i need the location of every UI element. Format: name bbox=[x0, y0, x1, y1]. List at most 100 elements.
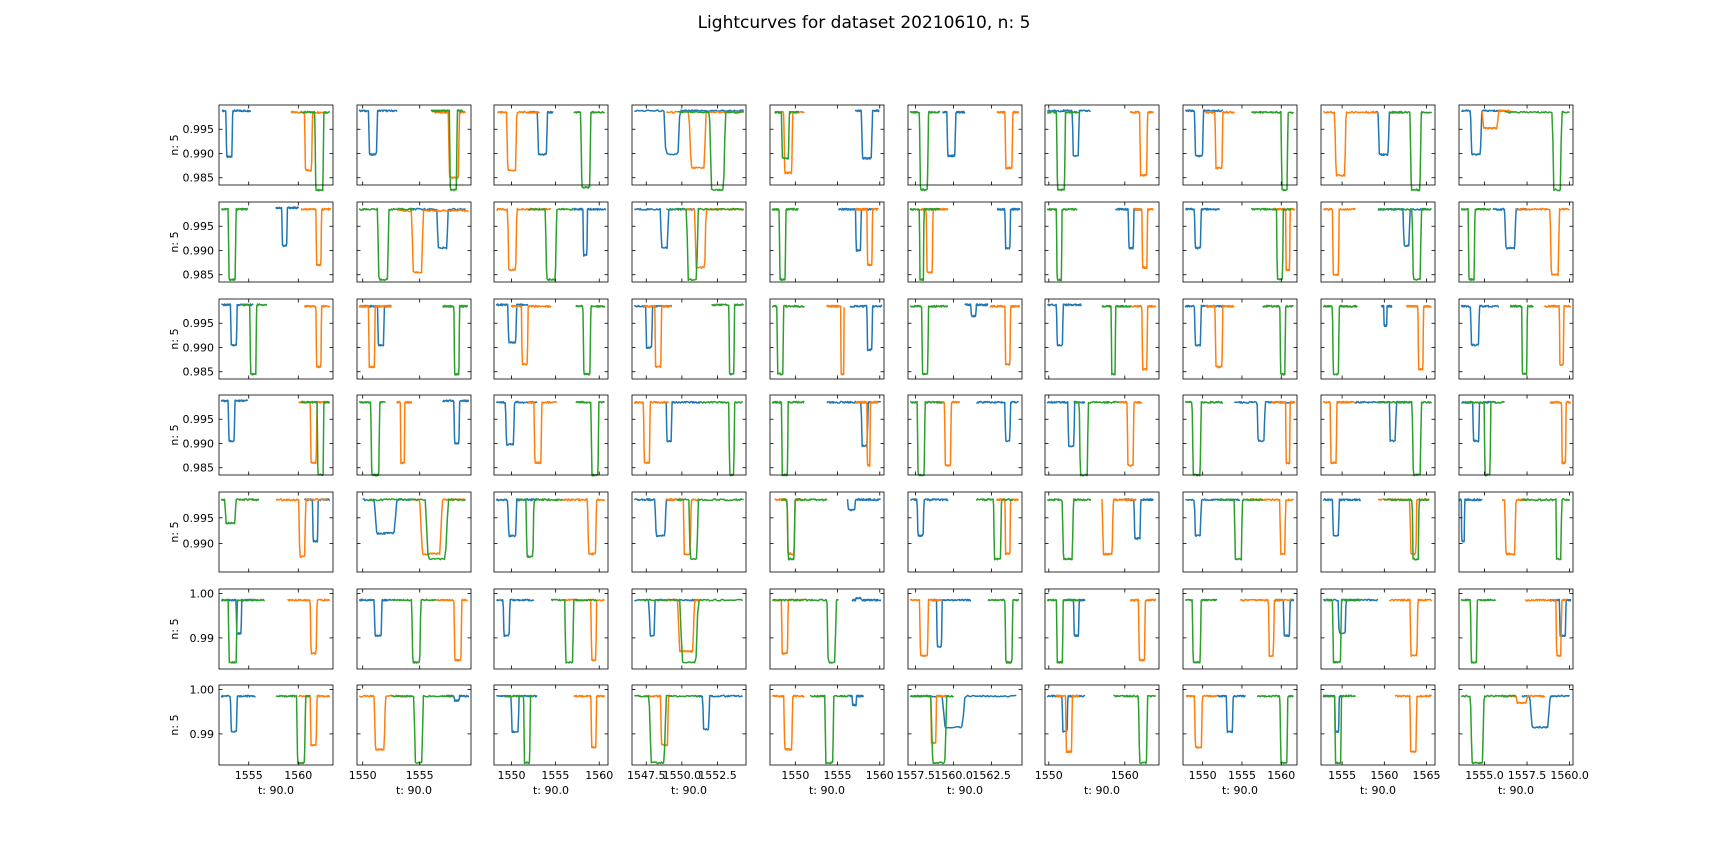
lightcurve-series bbox=[1394, 694, 1433, 754]
y-tick-label: 0.990 bbox=[183, 244, 215, 257]
panel bbox=[1182, 201, 1298, 283]
lightcurve-series bbox=[694, 694, 743, 731]
lightcurve-series bbox=[1460, 598, 1497, 664]
lightcurve-series bbox=[575, 400, 605, 477]
lightcurve-series bbox=[780, 498, 828, 561]
lightcurve-series bbox=[221, 109, 252, 159]
panel-frame bbox=[769, 588, 885, 670]
lightcurve-series bbox=[495, 498, 538, 538]
panel-frame bbox=[493, 588, 609, 670]
lightcurve-series bbox=[550, 598, 598, 664]
panel bbox=[769, 104, 885, 186]
panel bbox=[493, 201, 609, 283]
lightcurve-series bbox=[413, 498, 466, 556]
x-tick-label: 1550 bbox=[781, 769, 809, 782]
y-tick-label: 0.990 bbox=[183, 437, 215, 450]
lightcurve-series bbox=[976, 400, 1019, 443]
panel bbox=[356, 201, 472, 283]
panel bbox=[356, 394, 472, 477]
lightcurve-series bbox=[1521, 694, 1570, 729]
lightcurve-series bbox=[1185, 498, 1241, 538]
lightcurve-series bbox=[1271, 400, 1296, 465]
lightcurve-series bbox=[1273, 207, 1296, 272]
lightcurve-series bbox=[1184, 304, 1224, 347]
panel: 0.99 1.00 1555 1560 n: 5 t: 90.0 bbox=[168, 683, 334, 797]
panel-frame bbox=[769, 684, 885, 766]
y-axis-label: n: 5 bbox=[168, 134, 181, 155]
panel bbox=[1182, 588, 1298, 670]
lightcurve-series bbox=[1492, 207, 1528, 250]
x-tick-label: 1547.5 bbox=[627, 769, 666, 782]
lightcurve-series bbox=[1047, 303, 1082, 347]
lightcurve-series bbox=[527, 110, 554, 156]
lightcurve-series bbox=[1322, 304, 1358, 376]
panel-frame bbox=[769, 201, 885, 283]
x-tick-label: 1560.0 bbox=[1550, 769, 1589, 782]
lightcurve-series bbox=[390, 598, 438, 664]
panel bbox=[907, 201, 1023, 283]
lightcurve-series bbox=[390, 694, 455, 764]
panel-frame bbox=[1044, 491, 1160, 573]
lightcurve-series bbox=[1124, 304, 1157, 371]
lightcurve-series bbox=[1371, 110, 1404, 157]
lightcurve-series bbox=[634, 109, 744, 156]
lightcurve-series bbox=[665, 400, 702, 443]
lightcurve-series bbox=[643, 304, 673, 369]
panel-frame bbox=[1044, 588, 1160, 670]
y-axis-label: n: 5 bbox=[168, 231, 181, 252]
panel bbox=[356, 104, 472, 192]
x-axis-label: t: 90.0 bbox=[258, 784, 294, 797]
lightcurve-series bbox=[358, 598, 392, 637]
lightcurve-series bbox=[300, 400, 330, 477]
lightcurve-series bbox=[964, 303, 989, 318]
lightcurve-series bbox=[436, 598, 468, 662]
lightcurve-series bbox=[1046, 110, 1080, 192]
lightcurve-series bbox=[711, 303, 745, 376]
panel bbox=[631, 104, 747, 192]
lightcurve-series bbox=[358, 207, 415, 282]
panel-frame bbox=[356, 684, 472, 766]
x-tick-label: 1562.5 bbox=[972, 769, 1011, 782]
lightcurve-series bbox=[303, 304, 331, 369]
panel-frame bbox=[907, 588, 1023, 670]
y-axis-label: n: 5 bbox=[168, 328, 181, 349]
panel bbox=[1044, 491, 1160, 573]
lightcurve-series bbox=[287, 598, 331, 655]
panel bbox=[769, 298, 885, 380]
panel bbox=[1320, 588, 1436, 670]
lightcurve-series bbox=[220, 694, 256, 733]
panel bbox=[1320, 104, 1436, 192]
lightcurve-series bbox=[846, 498, 881, 512]
x-axis-label: t: 90.0 bbox=[533, 784, 569, 797]
lightcurve-series bbox=[826, 400, 882, 448]
y-tick-label: 0.995 bbox=[183, 220, 215, 233]
lightcurve-series bbox=[220, 498, 260, 525]
panel bbox=[769, 201, 885, 283]
panel bbox=[1458, 298, 1574, 380]
lightcurve-series bbox=[1460, 400, 1494, 443]
lightcurve-series bbox=[930, 598, 972, 648]
lightcurve-series bbox=[909, 207, 941, 282]
lightcurve-series bbox=[1185, 694, 1218, 749]
lightcurve-series bbox=[445, 694, 470, 702]
lightcurve-series bbox=[430, 109, 464, 192]
lightcurve-series bbox=[495, 400, 538, 446]
lightcurve-series bbox=[1460, 304, 1500, 347]
lightcurve-series bbox=[1405, 304, 1433, 371]
lightcurve-series bbox=[1046, 498, 1092, 561]
lightcurve-series bbox=[516, 498, 563, 559]
lightcurve-series bbox=[496, 207, 552, 272]
panel bbox=[493, 298, 609, 380]
panel-frame bbox=[356, 588, 472, 670]
panel bbox=[907, 394, 1023, 477]
panel-frame bbox=[1044, 104, 1160, 186]
panel-frame bbox=[1320, 298, 1436, 380]
panel: 1555.0 1557.5 1560.0 t: 90.0 bbox=[1458, 684, 1589, 797]
panel: 1555 1560 1565 t: 90.0 bbox=[1320, 684, 1441, 797]
lightcurve-series bbox=[665, 207, 745, 282]
lightcurve-series bbox=[936, 400, 961, 467]
y-tick-label: 0.990 bbox=[183, 147, 215, 160]
